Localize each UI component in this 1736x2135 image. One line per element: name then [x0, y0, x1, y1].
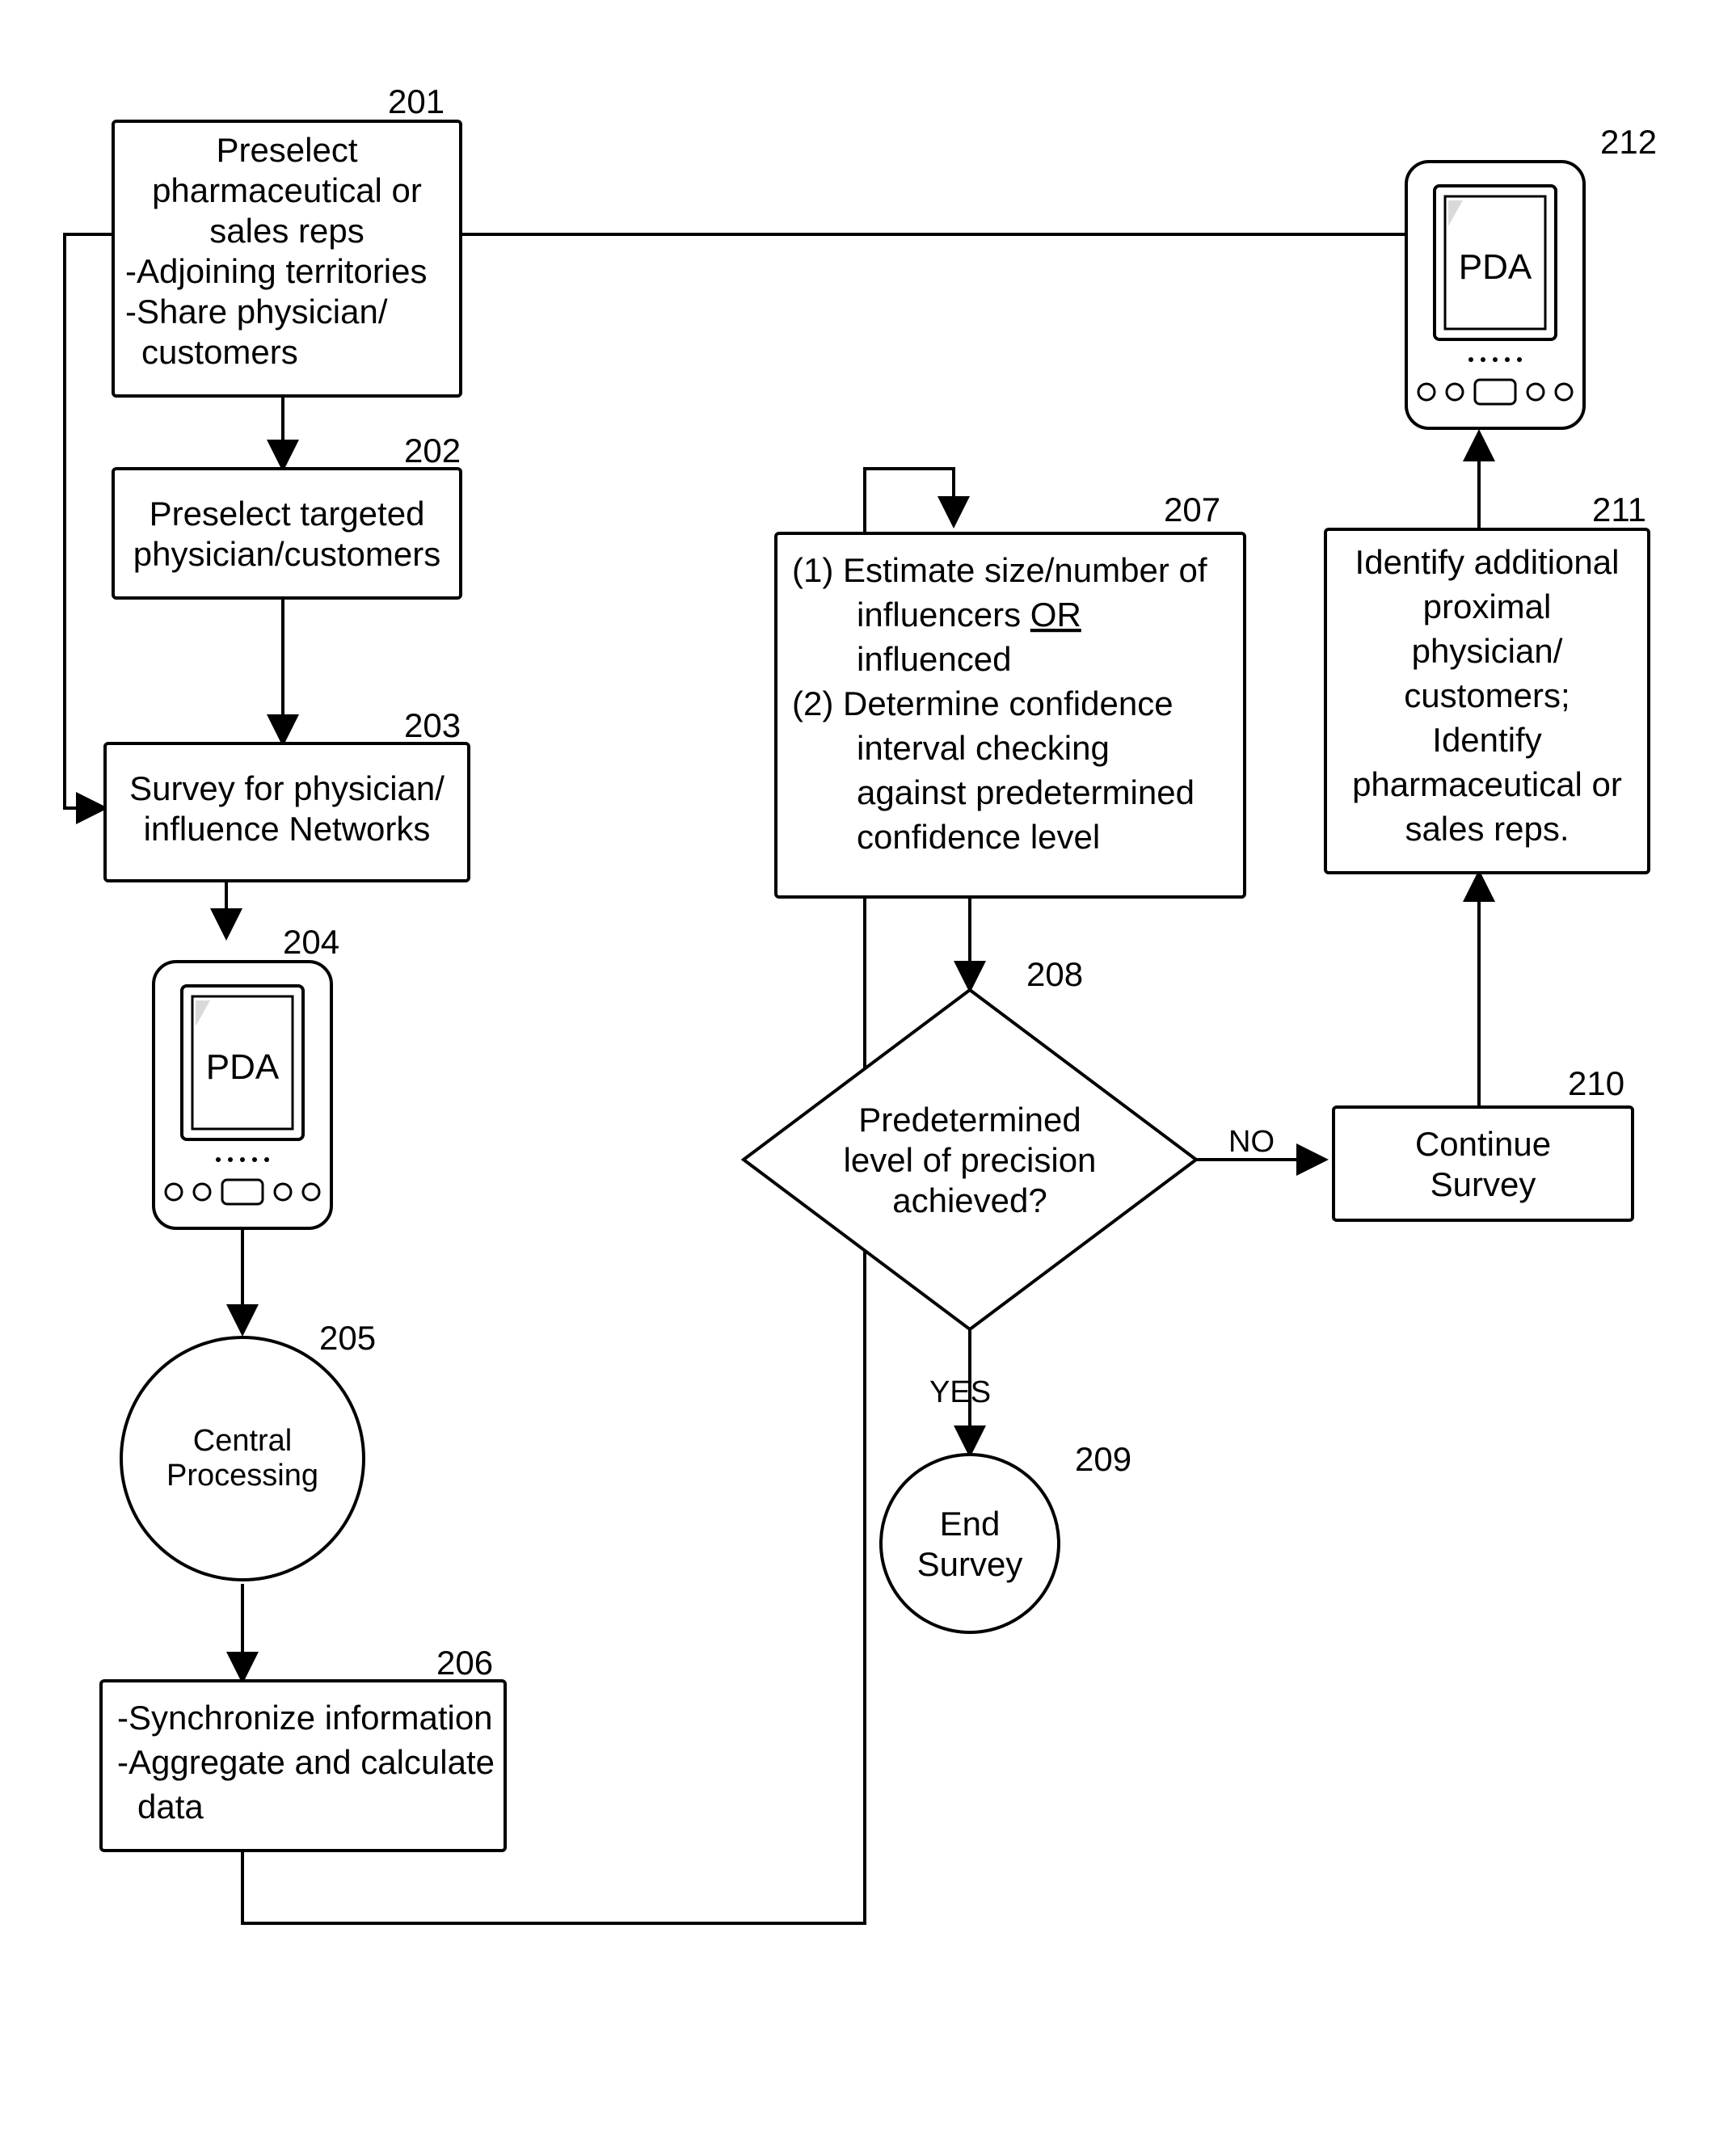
label-yes: YES [929, 1375, 991, 1409]
label-no: NO [1228, 1125, 1275, 1159]
node-205: 205 Central Processing [121, 1319, 376, 1580]
node-209: 209 End Survey [881, 1440, 1131, 1632]
node-211: 211 Identify additional proximal physici… [1325, 491, 1649, 873]
svg-text:209: 209 [1075, 1440, 1131, 1478]
svg-text:Processing: Processing [166, 1459, 318, 1493]
svg-text:against predetermined: against predetermined [857, 773, 1195, 811]
svg-text:influenced: influenced [857, 640, 1011, 678]
svg-text:customers;: customers; [1404, 676, 1570, 714]
node-203: 203 Survey for physician/ influence Netw… [105, 706, 469, 881]
svg-text:205: 205 [319, 1319, 376, 1357]
svg-text:sales reps: sales reps [209, 212, 364, 250]
node-206: 206 -Synchronize information -Aggregate … [101, 1644, 505, 1851]
svg-text:proximal: proximal [1423, 587, 1552, 625]
node-208: 208 Predetermined level of precision ach… [744, 955, 1196, 1329]
svg-text:physician/: physician/ [1412, 632, 1563, 670]
svg-text:confidence level: confidence level [857, 818, 1100, 856]
svg-text:Identify additional: Identify additional [1355, 543, 1620, 581]
svg-text:208: 208 [1026, 955, 1083, 993]
svg-text:-Adjoining territories: -Adjoining territories [125, 252, 428, 290]
svg-text:-Share physician/: -Share physician/ [125, 293, 388, 331]
flowchart-canvas: YES NO 201 Preselect pharmaceutical or s… [0, 0, 1736, 2135]
svg-text:interval checking: interval checking [857, 729, 1110, 767]
svg-text:PDA: PDA [1459, 247, 1532, 287]
svg-text:-Synchronize information: -Synchronize information [117, 1699, 493, 1737]
svg-text:204: 204 [283, 923, 339, 961]
node-210: 210 Continue Survey [1334, 1064, 1633, 1220]
node-201: 201 Preselect pharmaceutical or sales re… [113, 82, 461, 396]
svg-text:203: 203 [404, 706, 461, 744]
svg-text:Predetermined: Predetermined [858, 1101, 1081, 1139]
svg-text:212: 212 [1600, 123, 1657, 161]
svg-text:-Aggregate and calculate: -Aggregate and calculate [117, 1743, 495, 1781]
svg-text:(2) Determine confidence: (2) Determine confidence [792, 684, 1173, 722]
svg-text:End: End [940, 1505, 1001, 1543]
svg-text:Central: Central [193, 1424, 293, 1458]
node-207: 207 (1) Estimate size/number of influenc… [776, 491, 1245, 897]
svg-text:PDA: PDA [206, 1047, 280, 1087]
svg-text:211: 211 [1592, 491, 1646, 528]
svg-text:210: 210 [1568, 1064, 1624, 1102]
node-204-pda: 204 PDA [154, 923, 339, 1228]
svg-text:202: 202 [404, 432, 461, 470]
svg-text:data: data [137, 1788, 204, 1825]
svg-text:pharmaceutical or: pharmaceutical or [152, 171, 422, 209]
svg-text:Identify: Identify [1432, 721, 1541, 759]
svg-text:physician/customers: physician/customers [133, 535, 440, 573]
svg-text:Survey: Survey [917, 1545, 1023, 1583]
svg-text:pharmaceutical or: pharmaceutical or [1352, 765, 1622, 803]
svg-text:201: 201 [388, 82, 445, 120]
svg-text:influence Networks: influence Networks [144, 810, 431, 848]
svg-text:206: 206 [436, 1644, 493, 1682]
node-202: 202 Preselect targeted physician/custome… [113, 432, 461, 598]
svg-text:level of precision: level of precision [844, 1141, 1097, 1179]
svg-text:customers: customers [141, 333, 298, 371]
svg-text:achieved?: achieved? [892, 1181, 1047, 1219]
svg-text:Survey for physician/: Survey for physician/ [129, 769, 445, 807]
svg-text:207: 207 [1164, 491, 1220, 528]
svg-text:(1) Estimate size/number of: (1) Estimate size/number of [792, 551, 1207, 589]
svg-text:Survey: Survey [1431, 1165, 1536, 1203]
svg-text:influencers OR: influencers OR [857, 596, 1081, 634]
svg-text:Preselect targeted: Preselect targeted [150, 495, 425, 533]
node-212-pda: 212 PDA [1406, 123, 1657, 428]
svg-text:Preselect: Preselect [216, 131, 357, 169]
svg-text:sales reps.: sales reps. [1405, 810, 1569, 848]
svg-text:Continue: Continue [1415, 1125, 1551, 1163]
